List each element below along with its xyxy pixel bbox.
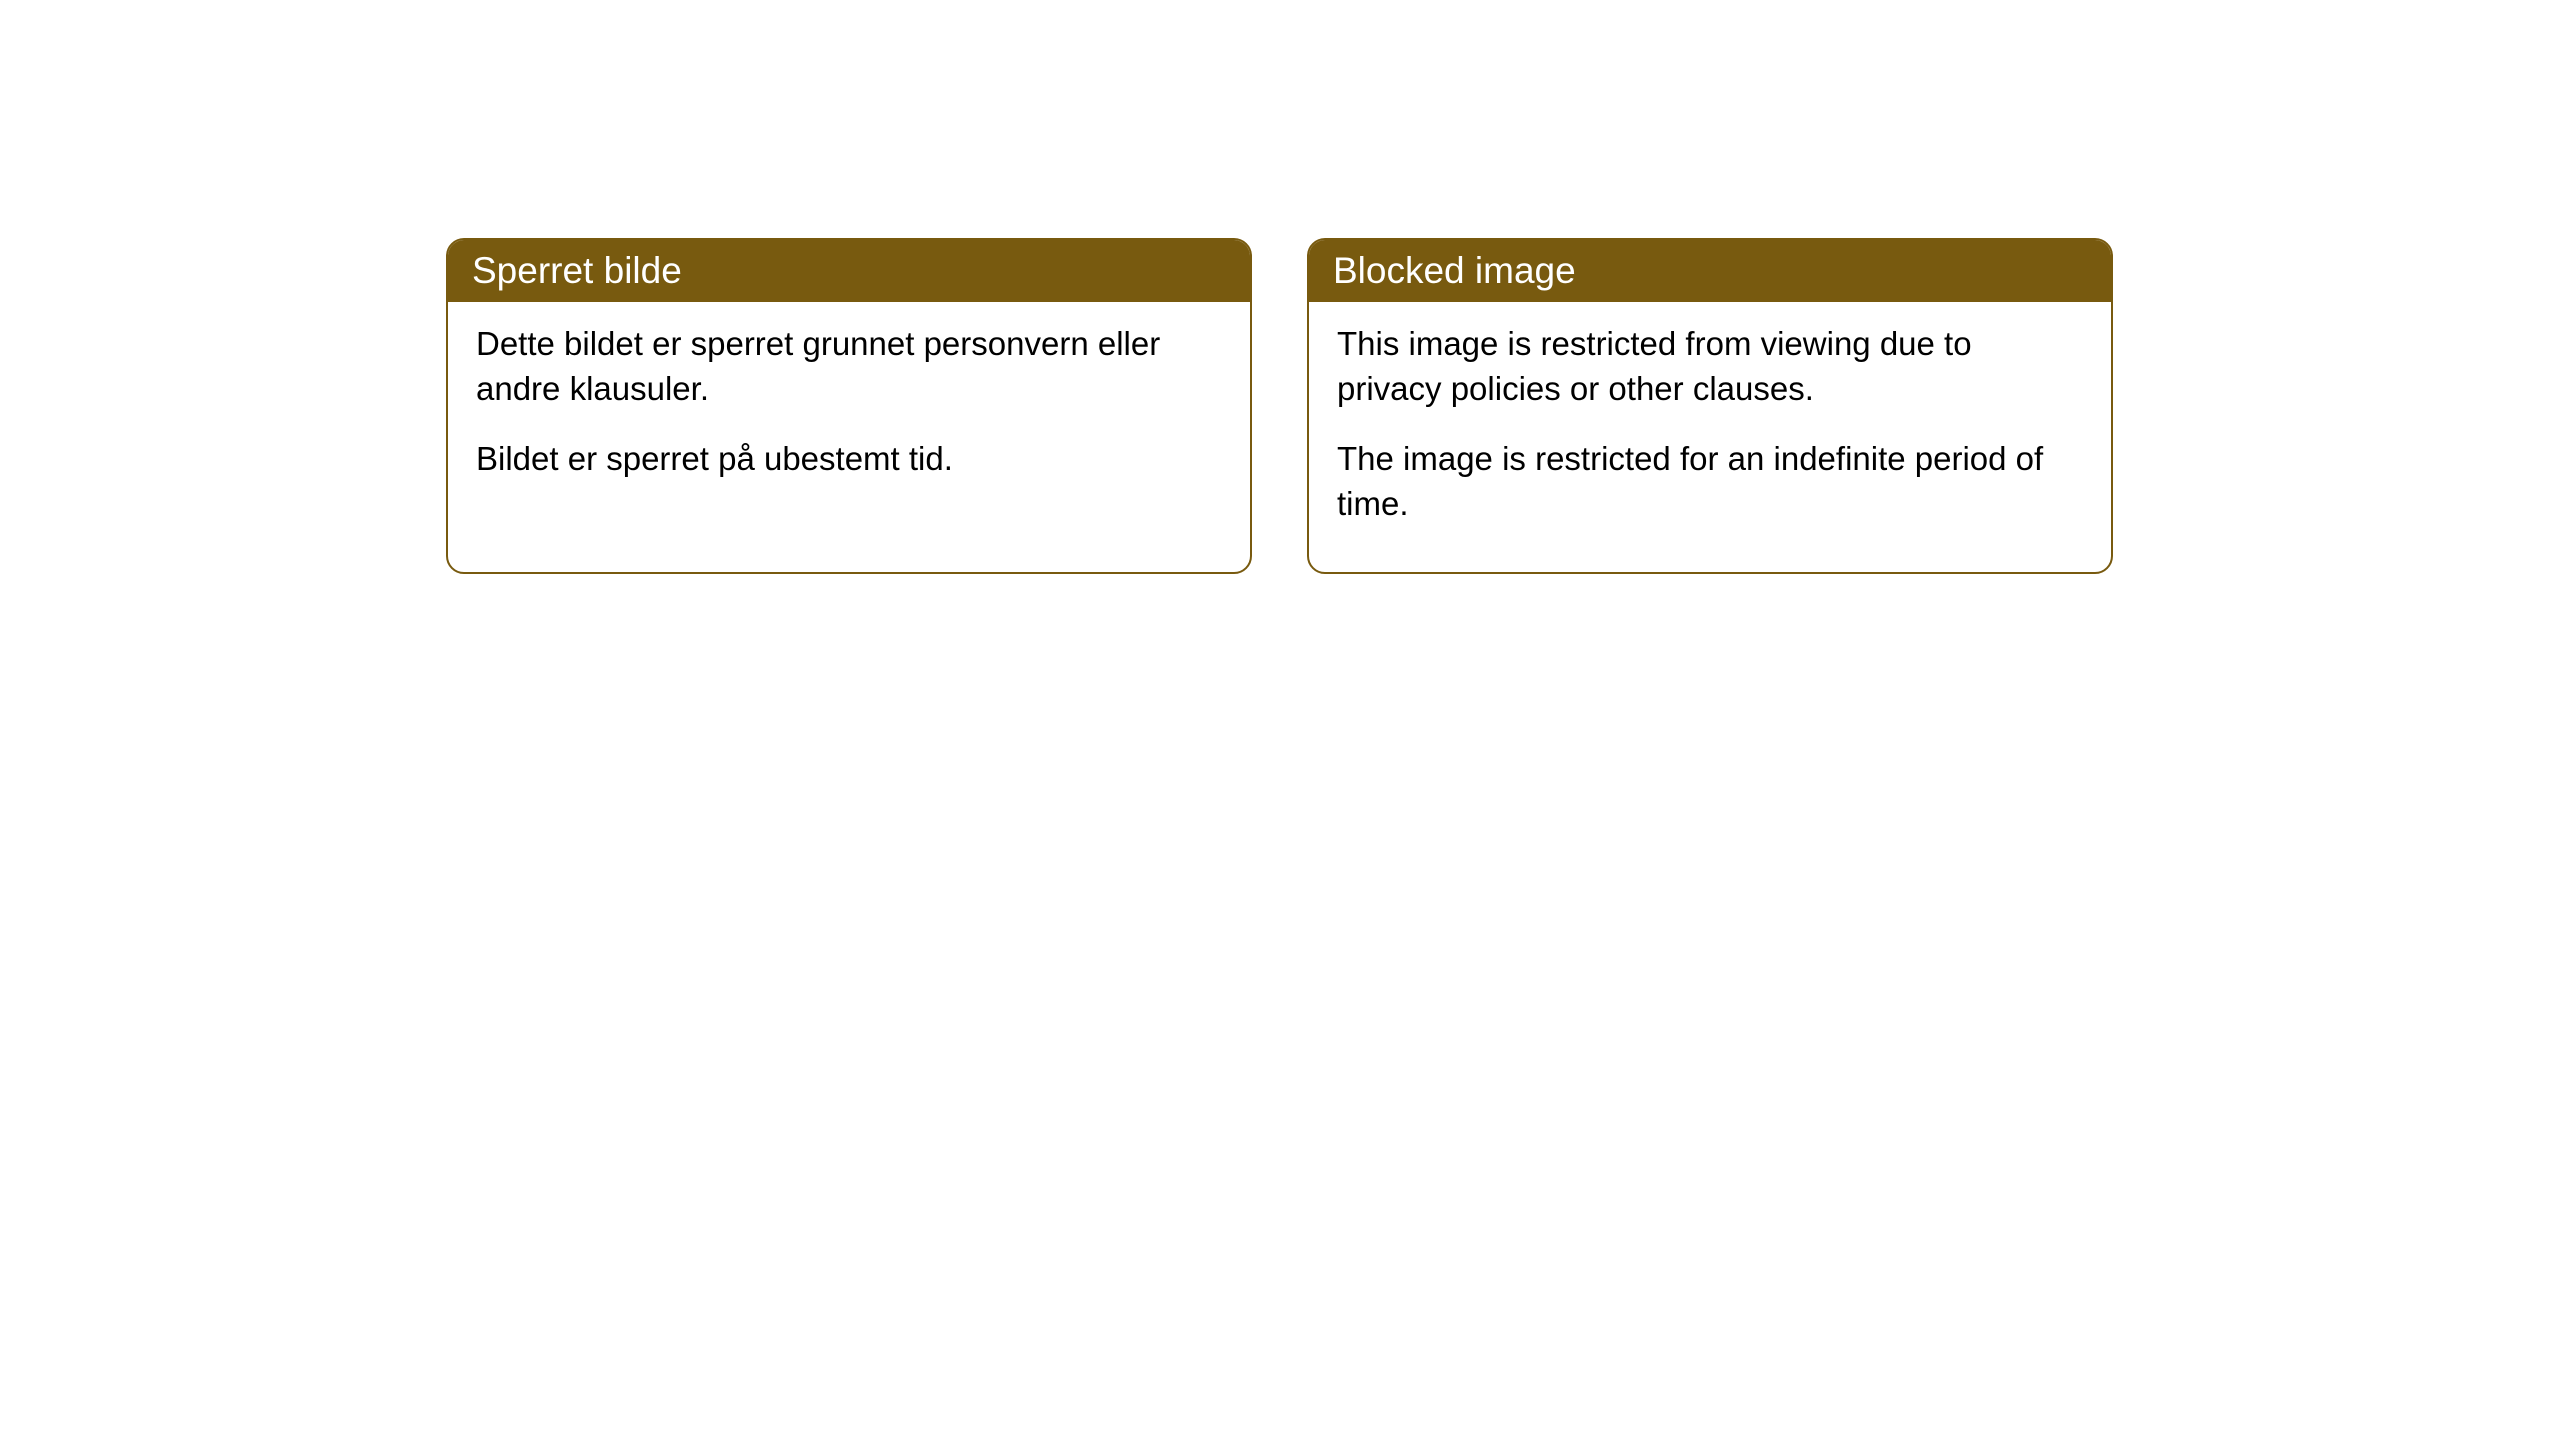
card-paragraph: The image is restricted for an indefinit… — [1337, 437, 2083, 526]
notice-card-norwegian: Sperret bilde Dette bildet er sperret gr… — [446, 238, 1252, 574]
card-body-norwegian: Dette bildet er sperret grunnet personve… — [448, 302, 1250, 528]
card-title: Sperret bilde — [472, 250, 682, 291]
card-paragraph: Bildet er sperret på ubestemt tid. — [476, 437, 1222, 482]
notice-card-english: Blocked image This image is restricted f… — [1307, 238, 2113, 574]
notice-cards-container: Sperret bilde Dette bildet er sperret gr… — [446, 238, 2113, 574]
card-paragraph: This image is restricted from viewing du… — [1337, 322, 2083, 411]
card-paragraph: Dette bildet er sperret grunnet personve… — [476, 322, 1222, 411]
card-header-norwegian: Sperret bilde — [448, 240, 1250, 302]
card-title: Blocked image — [1333, 250, 1576, 291]
card-header-english: Blocked image — [1309, 240, 2111, 302]
card-body-english: This image is restricted from viewing du… — [1309, 302, 2111, 572]
